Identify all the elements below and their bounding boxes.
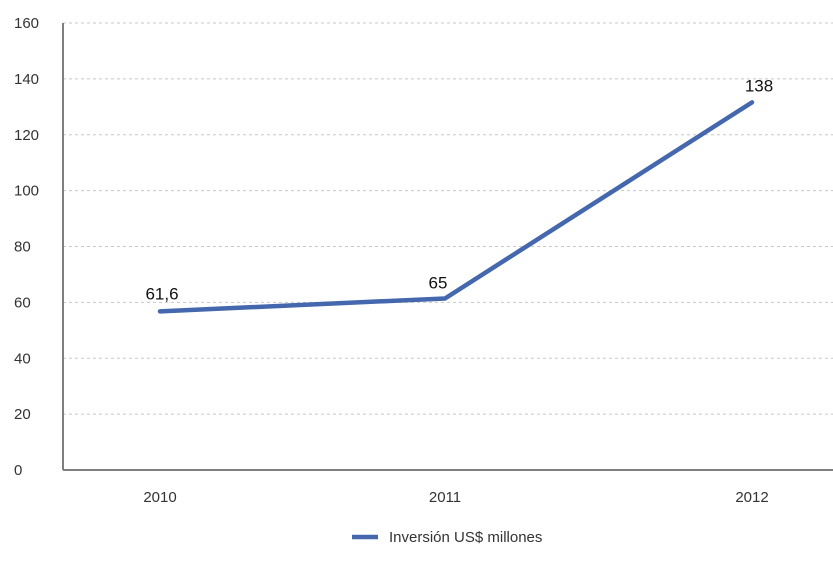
y-tick-label: 0 <box>14 462 22 479</box>
y-tick-label: 80 <box>14 239 31 256</box>
y-tick-label: 120 <box>14 127 39 144</box>
series-line <box>157 100 755 314</box>
x-axis-ticks: 2010 2011 2012 <box>143 489 768 506</box>
data-labels: 61,6 65 138 <box>145 76 773 303</box>
y-tick-label: 140 <box>14 71 39 88</box>
gridlines <box>63 22 833 415</box>
y-tick-label: 160 <box>14 15 39 32</box>
x-tick-label: 2011 <box>429 489 461 506</box>
legend: Inversión US$ millones <box>352 529 542 546</box>
y-tick-label: 20 <box>14 406 31 423</box>
y-tick-label: 100 <box>14 183 39 200</box>
data-label: 61,6 <box>145 284 178 303</box>
y-axis-ticks: 0 20 40 60 80 100 120 140 160 <box>14 15 39 479</box>
data-label: 138 <box>745 76 773 95</box>
y-tick-label: 40 <box>14 350 31 367</box>
x-tick-label: 2012 <box>735 489 768 506</box>
x-tick-label: 2010 <box>143 489 176 506</box>
y-tick-label: 60 <box>14 294 31 311</box>
legend-label: Inversión US$ millones <box>389 529 542 546</box>
data-label: 65 <box>429 273 448 292</box>
series-layer <box>157 100 755 314</box>
